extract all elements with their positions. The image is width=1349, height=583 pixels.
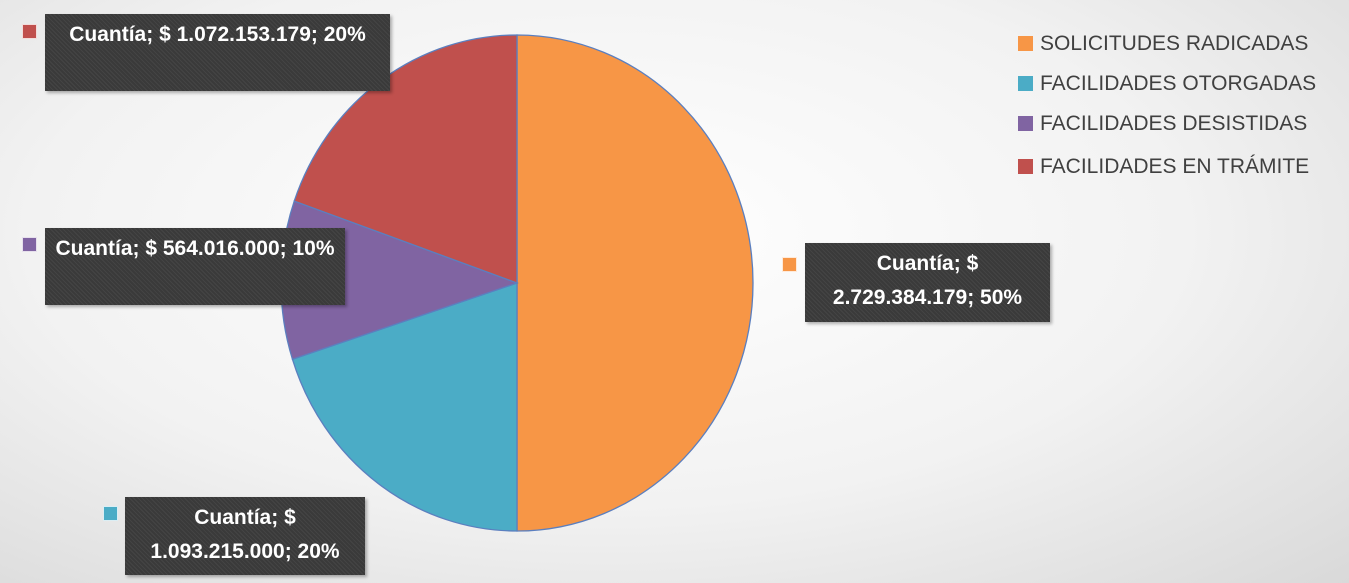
label-marker — [22, 237, 37, 252]
legend-item: FACILIDADES DESISTIDAS — [1018, 112, 1307, 136]
legend-item: SOLICITUDES RADICADAS — [1018, 32, 1308, 56]
pie-slice — [291, 282, 518, 532]
data-label: Cuantía; $ 1.072.153.179; 20% — [45, 14, 390, 91]
legend-swatch — [1018, 36, 1033, 51]
label-marker — [782, 257, 797, 272]
legend-swatch — [1018, 76, 1033, 91]
legend-label: FACILIDADES EN TRÁMITE — [1040, 155, 1310, 178]
legend-item: FACILIDADES OTORGADAS — [1018, 72, 1316, 96]
label-marker — [22, 24, 37, 39]
pie-slice — [516, 34, 754, 532]
legend-label: SOLICITUDES RADICADAS — [1040, 32, 1309, 55]
data-label: Cuantía; $ 564.016.000; 10% — [45, 228, 345, 305]
legend-label: FACILIDADES OTORGADAS — [1040, 72, 1317, 95]
legend-item: FACILIDADES EN TRÁMITE — [1018, 155, 1309, 179]
legend-swatch — [1018, 159, 1033, 174]
data-label: Cuantía; $ 1.093.215.000; 20% — [125, 497, 365, 575]
legend-label: FACILIDADES DESISTIDAS — [1040, 112, 1308, 135]
legend-swatch — [1018, 116, 1033, 131]
label-marker — [103, 506, 118, 521]
data-label: Cuantía; $ 2.729.384.179; 50% — [805, 243, 1050, 322]
